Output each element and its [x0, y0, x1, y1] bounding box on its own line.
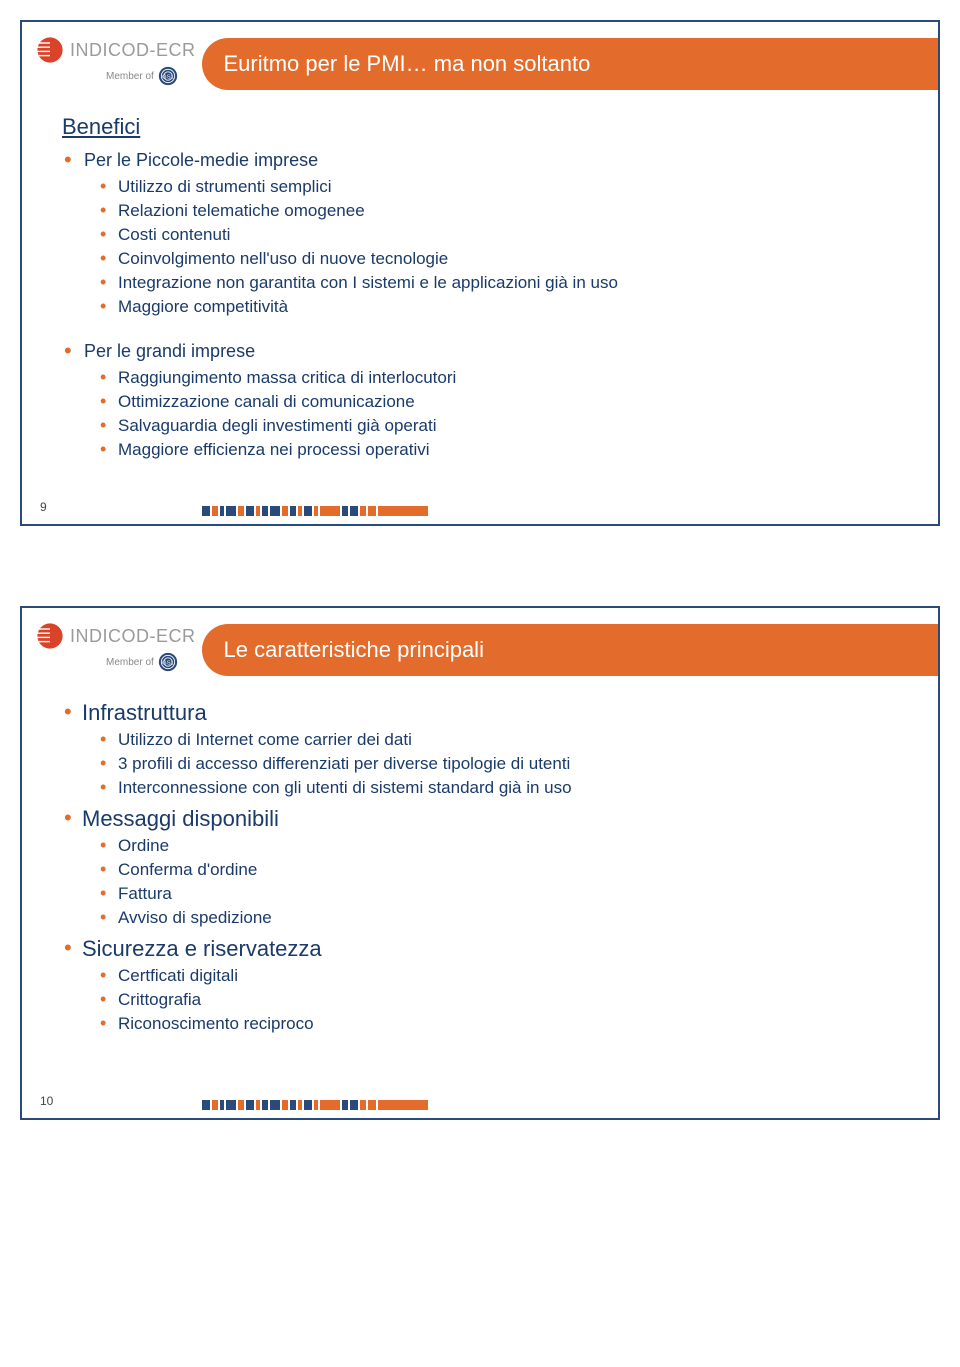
- slide-title-bar: Euritmo per le PMI… ma non soltanto: [202, 38, 939, 90]
- group1-items: Utilizzo di strumenti semplici Relazioni…: [100, 177, 898, 317]
- list-item: Conferma d'ordine: [100, 860, 898, 880]
- member-of-label: Member of: [106, 657, 154, 668]
- list-item: Fattura: [100, 884, 898, 904]
- list-item: Relazioni telematiche omogenee: [100, 201, 898, 221]
- sec1-items: Utilizzo di Internet come carrier dei da…: [100, 730, 898, 798]
- svg-text:GS1: GS1: [162, 75, 174, 81]
- slide-9: INDICOD-ECR Member of GS1 Euritmo per le…: [20, 20, 940, 526]
- sec2: Messaggi disponibili: [62, 806, 898, 832]
- sec1: Infrastruttura: [62, 700, 898, 726]
- list-item: Utilizzo di Internet come carrier dei da…: [100, 730, 898, 750]
- group1: Per le Piccole-medie imprese: [62, 150, 898, 171]
- list-item: Costi contenuti: [100, 225, 898, 245]
- list-item: Utilizzo di strumenti semplici: [100, 177, 898, 197]
- slide-10: INDICOD-ECR Member of GS1 Le caratterist…: [20, 606, 940, 1120]
- footer-decoration: [202, 1100, 658, 1110]
- slide-title-bar: Le caratteristiche principali: [202, 624, 939, 676]
- list-item: Maggiore efficienza nei processi operati…: [100, 440, 898, 460]
- logo-block: INDICOD-ECR Member of GS1: [36, 622, 202, 672]
- group2-items: Raggiungimento massa critica di interloc…: [100, 368, 898, 460]
- sec3-items: Certficati digitali Crittografia Riconos…: [100, 966, 898, 1034]
- list-item: Crittografia: [100, 990, 898, 1010]
- sec3: Sicurezza e riservatezza: [62, 936, 898, 962]
- logo-text: INDICOD-ECR: [70, 626, 196, 647]
- list-item: Raggiungimento massa critica di interloc…: [100, 368, 898, 388]
- group1-label: Per le Piccole-medie imprese: [62, 150, 898, 171]
- svg-text:GS1: GS1: [162, 661, 174, 667]
- logo-text: INDICOD-ECR: [70, 40, 196, 61]
- list-item: Maggiore competitività: [100, 297, 898, 317]
- slide-title: Euritmo per le PMI… ma non soltanto: [224, 51, 591, 77]
- slide-header: INDICOD-ECR Member of GS1 Euritmo per le…: [22, 22, 938, 90]
- group2: Per le grandi imprese: [62, 341, 898, 362]
- slide-body: Benefici Per le Piccole-medie imprese Ut…: [22, 90, 938, 504]
- list-item: Salvaguardia degli investimenti già oper…: [100, 416, 898, 436]
- footer-decoration: [202, 506, 658, 516]
- list-item: Integrazione non garantita con I sistemi…: [100, 273, 898, 293]
- page-number: 9: [40, 500, 47, 514]
- list-item: 3 profili di accesso differenziati per d…: [100, 754, 898, 774]
- list-item: Certficati digitali: [100, 966, 898, 986]
- slide-header: INDICOD-ECR Member of GS1 Le caratterist…: [22, 608, 938, 676]
- member-of-label: Member of: [106, 71, 154, 82]
- indicod-logo-icon: [36, 36, 64, 64]
- logo-subline: Member of GS1: [106, 66, 178, 86]
- group2-label: Per le grandi imprese: [62, 341, 898, 362]
- sec3-label: Sicurezza e riservatezza: [62, 936, 898, 962]
- logo-subline: Member of GS1: [106, 652, 178, 672]
- list-item: Coinvolgimento nell'uso di nuove tecnolo…: [100, 249, 898, 269]
- list-item: Riconoscimento reciproco: [100, 1014, 898, 1034]
- sec2-label: Messaggi disponibili: [62, 806, 898, 832]
- indicod-logo-icon: [36, 622, 64, 650]
- page-number: 10: [40, 1094, 53, 1108]
- sec1-label: Infrastruttura: [62, 700, 898, 726]
- slide-body: Infrastruttura Utilizzo di Internet come…: [22, 676, 938, 1098]
- logo-top: INDICOD-ECR: [36, 622, 196, 650]
- slide-title: Le caratteristiche principali: [224, 637, 484, 663]
- logo-block: INDICOD-ECR Member of GS1: [36, 36, 202, 86]
- list-item: Ottimizzazione canali di comunicazione: [100, 392, 898, 412]
- gs1-icon: GS1: [158, 652, 178, 672]
- benefici-heading: Benefici: [62, 114, 898, 140]
- gs1-icon: GS1: [158, 66, 178, 86]
- list-item: Ordine: [100, 836, 898, 856]
- list-item: Interconnessione con gli utenti di siste…: [100, 778, 898, 798]
- list-item: Avviso di spedizione: [100, 908, 898, 928]
- logo-top: INDICOD-ECR: [36, 36, 196, 64]
- sec2-items: Ordine Conferma d'ordine Fattura Avviso …: [100, 836, 898, 928]
